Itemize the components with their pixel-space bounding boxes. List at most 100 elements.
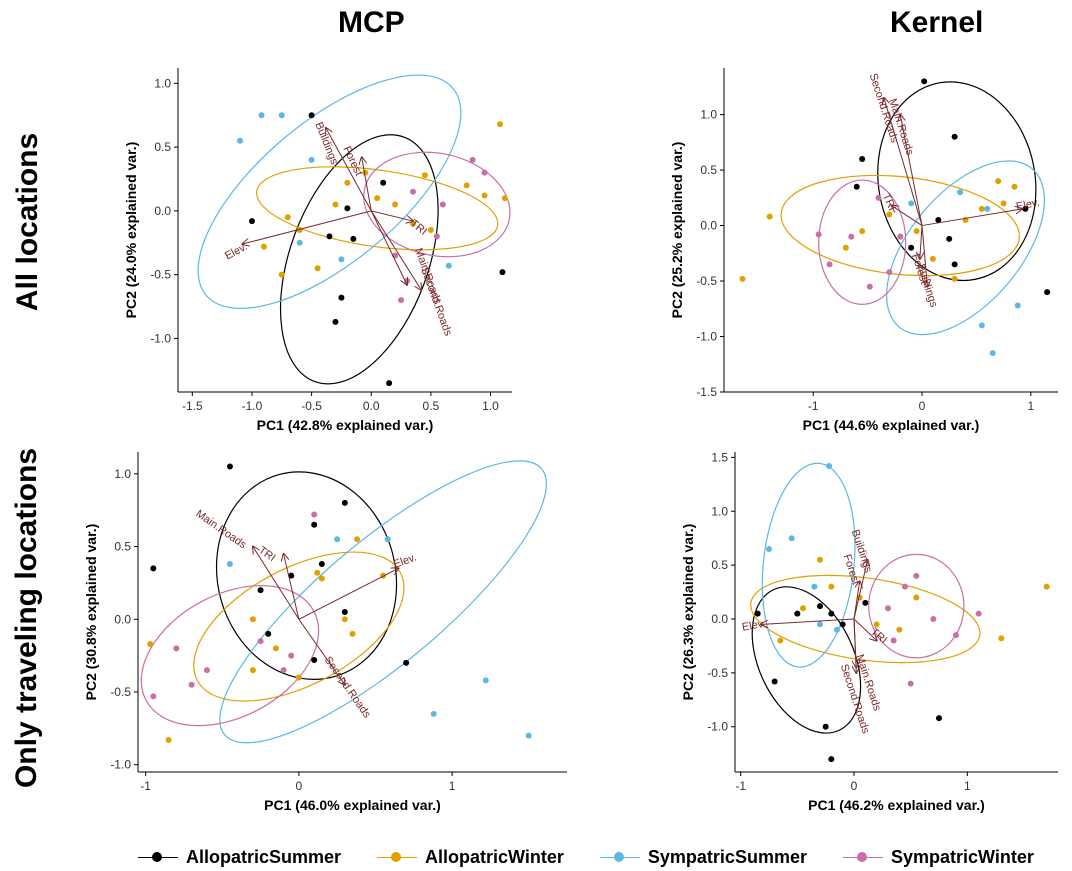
point-allopatricwinter: [1000, 200, 1007, 207]
point-allopatricwinter: [481, 192, 488, 199]
point-sympatricwinter: [975, 610, 982, 617]
point-sympatricwinter: [897, 233, 904, 240]
point-sympatricsummer: [445, 262, 452, 269]
legend-swatch: [842, 850, 883, 864]
point-sympatricwinter: [481, 169, 488, 176]
y-axis-label: PC2 (26.3% explained var.): [680, 524, 696, 701]
point-allopatricsummer: [380, 179, 387, 186]
point-sympatricwinter: [257, 638, 264, 645]
y-tick-label: -0.5: [110, 685, 131, 699]
y-tick-label: -1.0: [696, 330, 717, 344]
point-allopatricsummer: [817, 603, 823, 610]
point-allopatricwinter: [463, 182, 470, 189]
point-allopatricwinter: [249, 667, 256, 674]
point-sympatricsummer: [308, 156, 315, 163]
point-allopatricsummer: [341, 609, 348, 615]
point-allopatricwinter: [497, 121, 504, 128]
y-axis-label: PC2 (30.8% explained var.): [83, 524, 99, 701]
point-sympatricwinter: [886, 269, 893, 276]
legend-item-allopatric-winter: AllopatricWinter: [377, 847, 564, 868]
point-allopatricsummer: [499, 269, 506, 276]
loading-arrow: [370, 210, 407, 285]
point-sympatricsummer: [984, 205, 991, 212]
ellipse-allopatricwinter: [256, 166, 499, 251]
loading-arrow: [370, 210, 421, 290]
loading-arrow: [326, 128, 372, 212]
loading-label: Buildings: [312, 120, 340, 166]
point-sympatricwinter: [433, 233, 440, 240]
point-allopatricsummer: [936, 715, 942, 722]
point-sympatricwinter: [826, 261, 833, 268]
legend-label: SympatricWinter: [890, 846, 1034, 867]
point-allopatricsummer: [386, 380, 393, 387]
loading-label: Second.Roads: [418, 266, 454, 338]
point-allopatricsummer: [226, 463, 233, 470]
loading-arrow: [854, 618, 856, 673]
loading-label: TRI: [256, 544, 277, 564]
point-sympatricwinter: [203, 667, 210, 674]
ellipse-sympatricwinter: [868, 553, 965, 659]
point-allopatricsummer: [350, 235, 357, 242]
loading-label: Elev.: [392, 552, 418, 571]
point-allopatricsummer: [326, 233, 333, 240]
point-allopatricsummer: [822, 723, 829, 730]
point-allopatricwinter: [1043, 583, 1050, 590]
x-tick-label: -1: [735, 779, 746, 793]
point-sympatricsummer: [334, 536, 341, 543]
point-allopatricwinter: [896, 626, 903, 633]
point-allopatricwinter: [777, 637, 784, 644]
legend-swatch: [599, 850, 640, 864]
point-allopatricwinter: [147, 641, 154, 647]
point-allopatricsummer: [288, 572, 295, 579]
ellipse-sympatricsummer: [219, 460, 547, 744]
point-sympatricwinter: [902, 583, 908, 590]
point-allopatricwinter: [766, 213, 773, 220]
point-allopatricwinter: [278, 271, 285, 278]
point-sympatricwinter: [848, 233, 855, 240]
point-sympatricsummer: [430, 710, 437, 717]
point-allopatricwinter: [859, 228, 866, 235]
y-tick-label: 1.0: [711, 504, 728, 518]
point-allopatricwinter: [842, 244, 849, 251]
x-tick-label: -1.0: [242, 399, 263, 413]
ellipse-sympatricwinter: [818, 179, 907, 305]
point-allopatricwinter: [341, 616, 348, 623]
x-tick-label: -1: [140, 779, 151, 793]
point-sympatricsummer: [834, 626, 840, 633]
loading-label: Main.Roads: [193, 508, 248, 552]
point-allopatricsummer: [935, 217, 942, 224]
loading-label: Elev.: [223, 241, 250, 263]
point-allopatricsummer: [859, 155, 866, 162]
point-allopatricsummer: [332, 318, 339, 325]
point-allopatricwinter: [739, 275, 746, 282]
loading-arrow: [284, 554, 300, 620]
point-allopatricwinter: [295, 674, 302, 681]
x-tick-label: 1.0: [482, 399, 499, 413]
point-allopatricwinter: [913, 228, 920, 235]
point-allopatricsummer: [951, 133, 958, 140]
x-tick-label: 1: [964, 779, 971, 793]
point-allopatricsummer: [1044, 289, 1051, 296]
point-allopatricwinter: [873, 621, 880, 628]
point-sympatricsummer: [788, 535, 795, 542]
chart-panel-1: -1.5 -1.0 -0.5 0.0 0.5 1.0 -1.0 -0.5 0.0 0.5 1.0 PC…: [123, 68, 512, 433]
y-tick-label: 0.0: [711, 612, 728, 626]
point-sympatricwinter: [953, 632, 959, 639]
ellipse-allopatricwinter: [193, 551, 405, 702]
legend-label: SympatricSummer: [647, 846, 807, 867]
y-tick-label: 0.0: [114, 612, 131, 626]
x-tick-label: 0.0: [363, 399, 380, 413]
point-sympatricsummer: [296, 239, 303, 246]
ellipse-sympatricwinter: [363, 151, 511, 258]
ellipse-allopatricwinter: [780, 174, 1020, 277]
point-allopatricsummer: [257, 587, 264, 594]
loading-label: TRI: [880, 192, 898, 213]
point-sympatricsummer: [338, 256, 345, 263]
point-sympatricwinter: [409, 188, 416, 195]
y-tick-label: 1.5: [711, 450, 728, 464]
point-sympatricwinter: [173, 645, 180, 652]
point-allopatricwinter: [165, 737, 172, 743]
ellipse-allopatricsummer: [279, 134, 439, 385]
point-allopatricwinter: [828, 583, 835, 590]
